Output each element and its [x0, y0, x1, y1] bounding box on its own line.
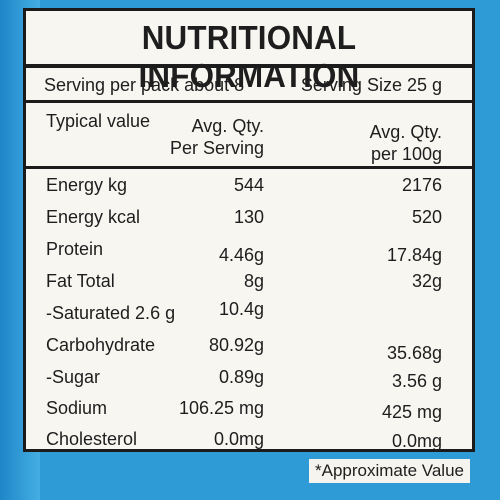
table-row: Protein 4.46g 17.84g	[26, 239, 472, 269]
table-row: Sodium 106.25 mg 425 mg	[26, 398, 472, 428]
table-row: -Sugar 0.89g 3.56 g	[26, 367, 472, 397]
per-100g-value: 3.56 g	[391, 371, 442, 391]
table-row: Carbohydrate 80.92g 35.68g	[26, 335, 472, 365]
per-serving-header-line1: Avg. Qty.	[191, 116, 264, 136]
table-row: Energy kcal 130 520	[26, 207, 472, 237]
nutrient-name: -Sugar	[46, 367, 101, 387]
nutrition-panel: NUTRITIONAL INFORMATION Serving per pack…	[23, 8, 475, 452]
nutrient-name: Carbohydrate	[46, 335, 156, 355]
nutrient-name: -Saturated 2.6 g	[46, 303, 176, 323]
per-100g-value: 17.84g	[386, 245, 442, 265]
per-100g-value: 425 mg	[381, 402, 442, 422]
per-serving-value: 106.25 mg	[178, 398, 264, 418]
serving-size: Serving Size 25 g	[300, 75, 442, 95]
per-100g-value: 32g	[411, 271, 442, 291]
nutrient-name: Energy kcal	[46, 207, 141, 227]
per-serving-value: 8g	[243, 271, 264, 291]
table-row: Energy kg 544 2176	[26, 175, 472, 205]
nutrient-name: Sodium	[46, 398, 108, 418]
servings-per-pack: Serving per pack about 8	[44, 75, 245, 95]
per-100g-value: 520	[411, 207, 442, 227]
table-row: -Saturated 2.6 g 10.4g	[26, 299, 472, 333]
panel-title: NUTRITIONAL INFORMATION	[138, 19, 360, 94]
title-divider	[26, 64, 472, 68]
per-serving-value: 0.0mg	[213, 429, 264, 449]
serving-divider	[26, 100, 472, 103]
nutrient-name: Protein	[46, 239, 104, 259]
per-100g-value: 2176	[401, 175, 442, 195]
nutrient-name: Energy kg	[46, 175, 128, 195]
per-serving-value: 0.89g	[218, 367, 264, 387]
per-serving-value: 10.4g	[218, 299, 264, 319]
per-serving-value: 544	[233, 175, 264, 195]
table-row: Fat Total 8g 32g	[26, 271, 472, 301]
header-divider	[26, 166, 472, 169]
nutrient-name: Fat Total	[46, 271, 115, 291]
typical-value-header: Typical value	[46, 111, 151, 131]
per-serving-value: 4.46g	[218, 245, 264, 265]
per-serving-value: 130	[233, 207, 264, 227]
per-100g-header: Avg. Qty. per 100g	[370, 121, 442, 165]
nutrient-name: Cholesterol	[46, 429, 138, 449]
per-100g-header-line1: Avg. Qty.	[369, 122, 442, 142]
per-100g-value: 35.68g	[386, 343, 442, 363]
per-serving-header: Avg. Qty. Per Serving	[170, 115, 264, 159]
footnote: *Approximate Value	[309, 459, 470, 483]
per-serving-header-line2: Per Serving	[169, 138, 264, 158]
per-100g-value: 0.0mg	[391, 431, 442, 451]
table-row: Cholesterol 0.0mg 0.0mg	[26, 429, 472, 459]
per-serving-value: 80.92g	[208, 335, 264, 355]
per-100g-header-line2: per 100g	[370, 144, 442, 164]
